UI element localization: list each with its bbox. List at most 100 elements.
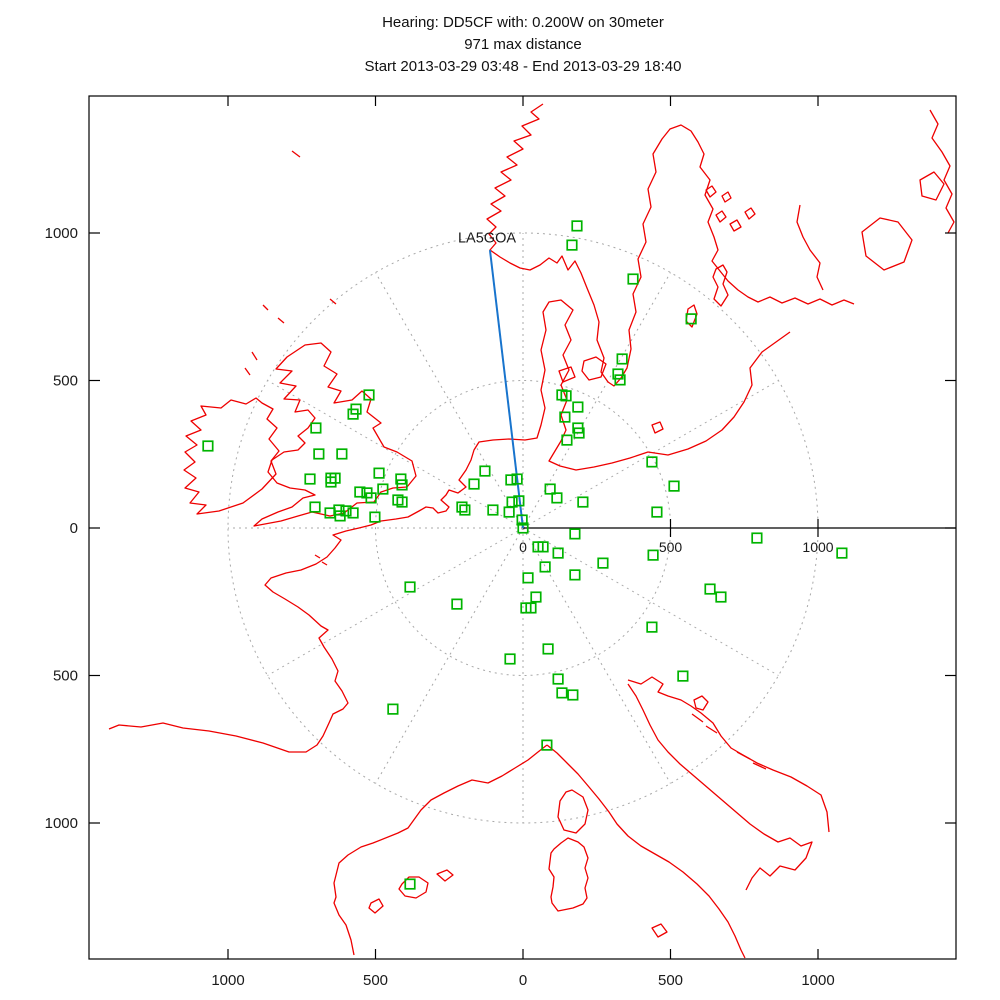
coastline-ibiza [368, 898, 384, 914]
azimuth-line-330deg [375, 272, 524, 529]
wspr-spot-marker [396, 496, 408, 508]
y-axis-tick-label: 500 [53, 668, 78, 685]
wspr-spot-marker [569, 528, 581, 540]
coastline-fyn [558, 366, 576, 383]
wspr-spot-marker [572, 401, 584, 413]
wspr-spot-marker [571, 220, 583, 232]
coastline-aland-3 [744, 207, 756, 220]
coastline-gotland [712, 264, 729, 307]
wspr-spot-marker [561, 434, 573, 446]
wspr-spot-marker [542, 643, 554, 655]
wspr-spot-marker [537, 541, 549, 553]
azimuth-line-240deg [267, 527, 524, 676]
wspr-spot-marker [651, 506, 663, 518]
wspr-spot-marker [505, 474, 517, 486]
wspr-spot-marker [456, 501, 468, 513]
wspr-spot-marker [377, 483, 389, 495]
wspr-spot-marker [504, 653, 516, 665]
wspr-spot-marker [202, 440, 214, 452]
wspr-spot-marker [544, 483, 556, 495]
chart-title: Hearing: DD5CF with: 0.200W on 30meter [382, 14, 664, 31]
coastline-small-island-south [651, 923, 668, 938]
chart-title-block: Hearing: DD5CF with: 0.200W on 30meter 9… [23, 12, 1000, 78]
coastline-aland-1 [715, 210, 727, 223]
wspr-spot-marker [552, 673, 564, 685]
wspr-spot-marker [334, 510, 346, 522]
wspr-spot-marker [513, 495, 525, 507]
coastline-dalmatian-island-4 [752, 762, 767, 770]
x-axis-tick-label: 500 [658, 972, 683, 989]
chart-subtitle-max-distance: 971 max distance [464, 36, 582, 53]
wspr-spot-marker [751, 532, 763, 544]
wspr-spot-marker [567, 689, 579, 701]
distance-axis-label: 1000 [802, 539, 833, 555]
wspr-spot-marker [539, 561, 551, 573]
europe-coastline-map [108, 103, 955, 959]
wspr-spot-marker [459, 504, 471, 516]
coastline-aland-2 [729, 219, 742, 232]
wspr-spot-marker [614, 374, 626, 386]
x-axis-tick-label: 1000 [211, 972, 244, 989]
wspr-spot-marker [479, 465, 491, 477]
wspr-spot-marker [522, 572, 534, 584]
coastline-istria [693, 695, 709, 711]
wspr-spot-marker [573, 427, 585, 439]
coastline-mallorca [398, 876, 429, 899]
wspr-spot-marker [511, 473, 523, 485]
azimuth-line-120deg [522, 527, 779, 676]
y-axis-tick-label: 1000 [45, 815, 78, 832]
distance-axis-label: 500 [659, 539, 683, 555]
azimuth-line-210deg [375, 527, 524, 784]
wspr-spot-marker [551, 492, 563, 504]
coastline-aland-4 [705, 185, 717, 198]
wspr-spot-marker [612, 368, 624, 380]
wspr-spot-marker [704, 583, 716, 595]
wspr-spot-marker [468, 478, 480, 490]
coastline-hebrides-2 [244, 367, 251, 376]
coastline-ireland [183, 397, 280, 515]
wspr-spot-marker [677, 670, 689, 682]
coastline-faroe [291, 150, 301, 158]
azimuth-line-30deg [522, 272, 671, 529]
coastline-channel-island-1 [314, 554, 321, 559]
coastline-bornholm [651, 421, 664, 434]
coastline-orkney-2 [277, 317, 285, 324]
wspr-spot-marker [354, 486, 366, 498]
wspr-spot-marker [646, 456, 658, 468]
wspr-spot-marker [836, 547, 848, 559]
coastline-zealand [581, 356, 607, 381]
coastline-italy-west-coast [546, 744, 746, 959]
wspr-spot-marker [616, 353, 628, 365]
wspr-spot-marker [668, 480, 680, 492]
wspr-spot-marker [304, 473, 316, 485]
distance-axis-label: 0 [519, 539, 527, 555]
wspr-spot-marker [396, 479, 408, 491]
coastline-aland-5 [721, 191, 732, 203]
wspr-spot-marker [685, 313, 697, 325]
azimuth-line-60deg [522, 380, 779, 529]
wspr-spot-marker [627, 273, 639, 285]
beam-line [488, 249, 524, 529]
wspr-spot-marker [556, 687, 568, 699]
coastline-lake-onega [919, 171, 945, 201]
y-axis-tick-label: 500 [53, 373, 78, 390]
y-axis-tick-label: 1000 [45, 225, 78, 242]
coastline-orkney-1 [262, 304, 269, 311]
coastline-great-britain [253, 342, 417, 527]
coastline-nw-russia-coast [796, 204, 824, 291]
coastline-mediterranean-spain-coast [333, 744, 548, 956]
wspr-spot-marker [647, 549, 659, 561]
wspr-spot-marker [365, 492, 377, 504]
wspr-spot-marker [451, 598, 463, 610]
wspr-spot-marker [347, 507, 359, 519]
wspr-spot-marker [597, 557, 609, 569]
wspr-spot-marker [566, 239, 578, 251]
coastline-white-sea-coast [929, 109, 955, 234]
wspr-spot-marker [646, 621, 658, 633]
wspr-spot-marker [487, 504, 499, 516]
coastline-lake-ladoga [861, 217, 913, 271]
coastline-dalmatian-island-2 [705, 725, 718, 734]
wspr-spot-marker [541, 739, 553, 751]
